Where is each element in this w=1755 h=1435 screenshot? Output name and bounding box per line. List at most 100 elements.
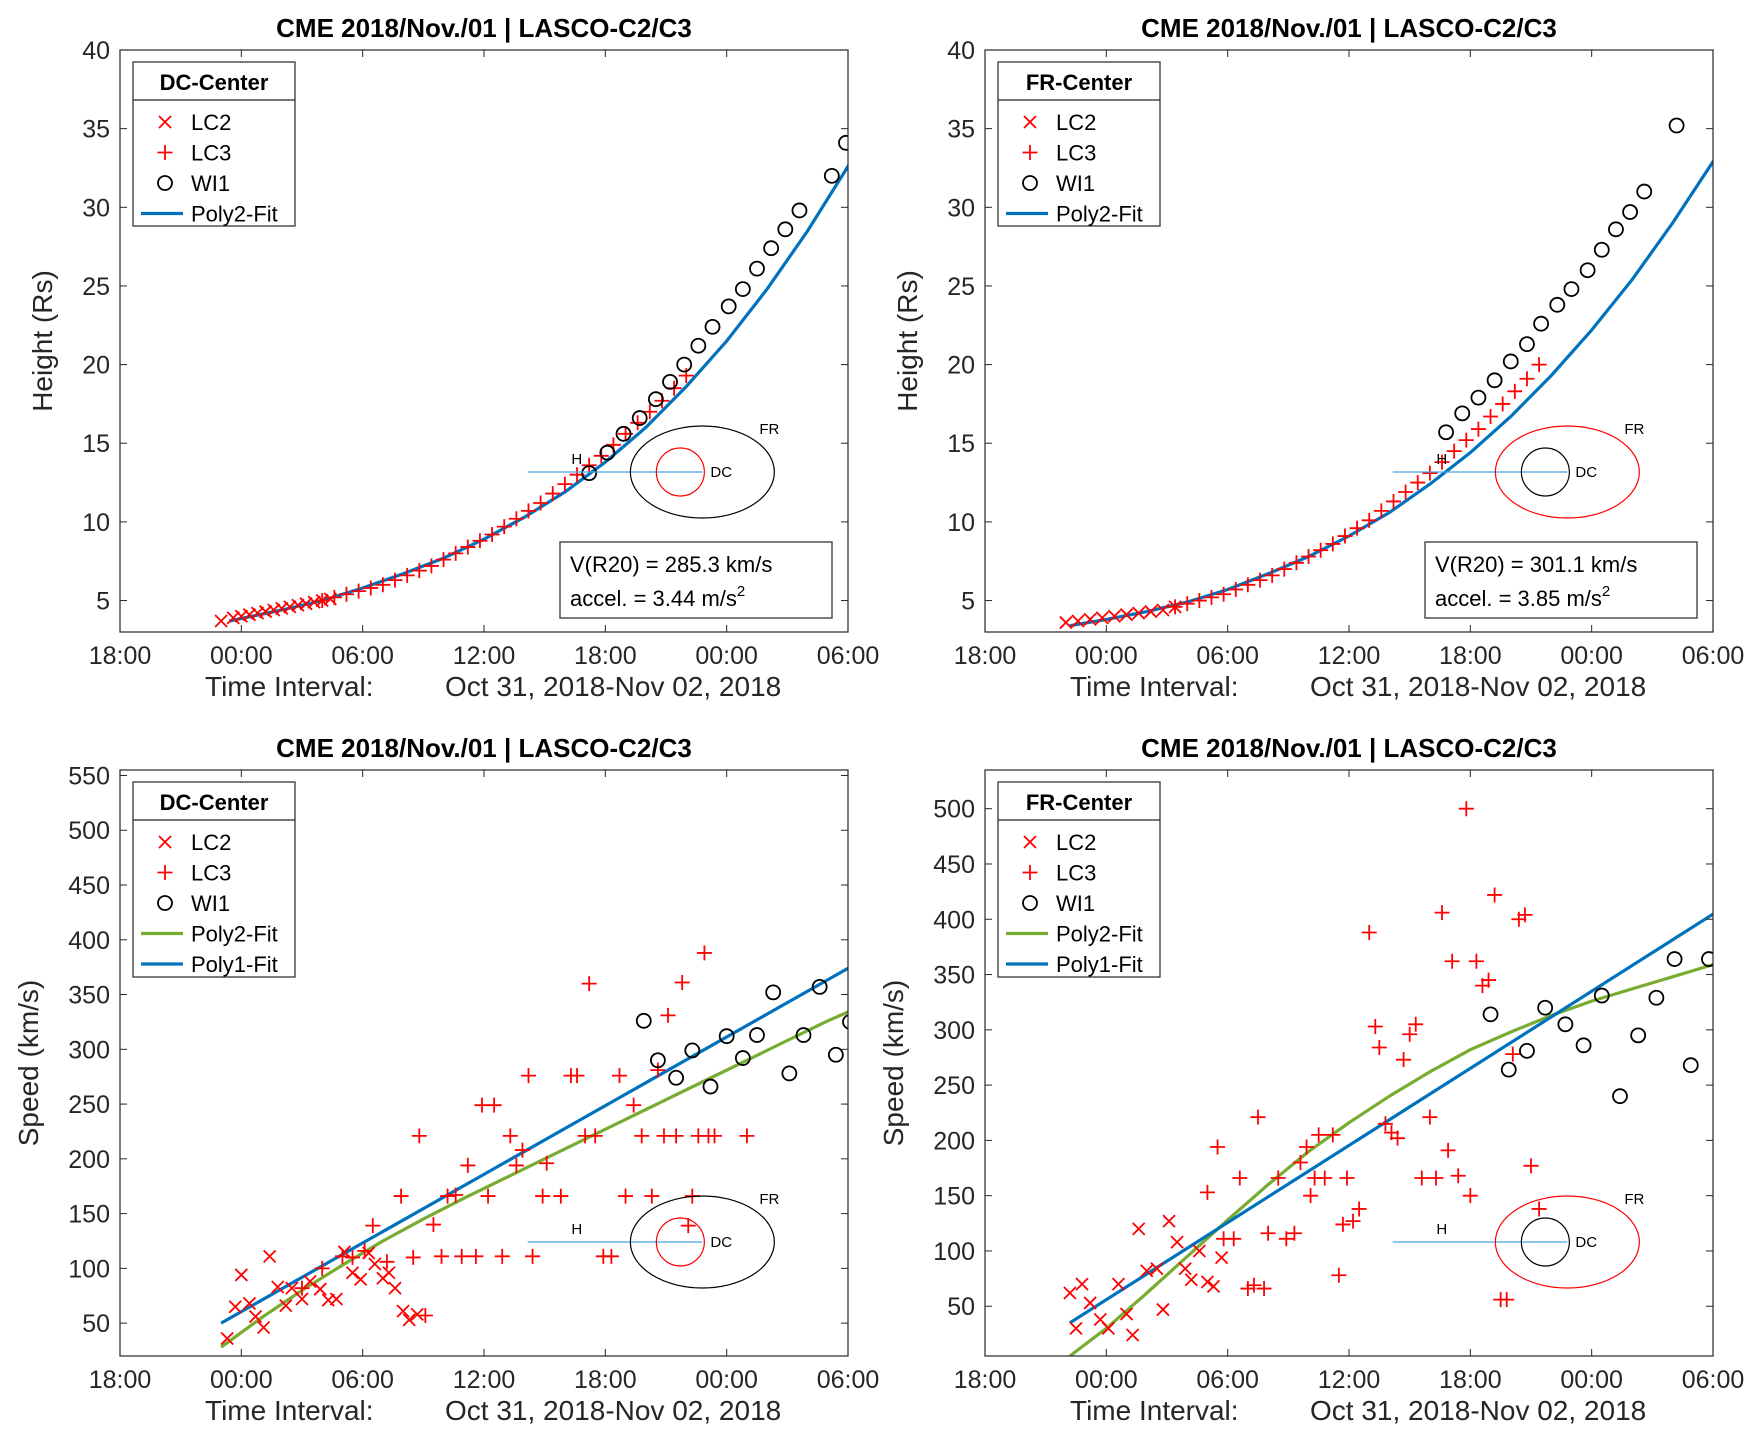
time-interval-value: Oct 31, 2018-Nov 02, 2018 (1310, 1395, 1646, 1426)
point-lc2 (396, 1304, 410, 1318)
point-lc3 (1228, 582, 1244, 598)
point-lc3 (1361, 512, 1377, 528)
point-wi1 (704, 318, 721, 335)
legend-box (997, 781, 1161, 978)
legend-title: DC-Center (160, 70, 269, 95)
cme-schematic: H DC FR (527, 1191, 780, 1289)
point-lc3 (345, 1249, 361, 1265)
y-axis-label: Speed (km/s) (13, 980, 44, 1147)
point-lc2 (388, 1281, 402, 1295)
x-tick-label: 00:00 (1560, 1366, 1623, 1394)
point-lc2 (313, 1282, 327, 1296)
point-lc3 (1325, 1127, 1341, 1143)
point-lc2 (228, 1300, 242, 1314)
driver-circle (655, 1217, 705, 1267)
point-lc2 (402, 1313, 416, 1327)
point-lc3 (650, 1062, 666, 1078)
legend-marker-wi1 (157, 895, 173, 911)
point-wi1 (1537, 999, 1554, 1016)
point-lc3 (411, 1128, 427, 1144)
y-tick-label: 15 (82, 430, 110, 458)
point-lc3 (1408, 1016, 1424, 1032)
x-tick-label: 18:00 (574, 642, 637, 670)
point-wi1 (791, 202, 808, 219)
point-lc3 (460, 1157, 476, 1173)
point-wi1 (647, 391, 664, 408)
legend-entry-lc2: LC2 (191, 830, 231, 855)
point-lc3 (363, 580, 379, 596)
point-lc3 (569, 1068, 585, 1084)
point-lc3 (1301, 548, 1317, 564)
point-lc2 (329, 1292, 344, 1306)
y-tick-label: 15 (947, 430, 975, 458)
point-lc3 (525, 1248, 541, 1264)
y-tick-label: 25 (947, 273, 975, 301)
point-lc3 (1483, 409, 1499, 425)
point-wi1 (1579, 262, 1596, 279)
point-lc3 (440, 1188, 456, 1204)
chart-title: CME 2018/Nov./01 | LASCO-C2/C3 (276, 13, 692, 43)
point-lc3 (1278, 1231, 1294, 1247)
point-wi1 (795, 1027, 812, 1043)
point-lc3 (696, 945, 712, 961)
point-lc3 (357, 1243, 373, 1259)
point-lc2 (1059, 615, 1073, 630)
point-wi1 (684, 1042, 701, 1059)
acceleration: accel. = 3.85 m/s2 (1435, 583, 1610, 611)
point-wi1 (1533, 315, 1550, 332)
y-tick-label: 25 (82, 273, 110, 301)
x-tick-label: 06:00 (817, 642, 880, 670)
legend-marker-wi1 (1022, 895, 1038, 911)
legend-entry-wi1: WI1 (191, 891, 230, 916)
legend-marker-lc2 (158, 115, 172, 129)
point-wi1 (765, 984, 782, 1001)
point-wi1 (867, 87, 881, 101)
annotation-box (1424, 541, 1698, 619)
point-lc2 (279, 1298, 293, 1313)
point-wi1 (1608, 221, 1624, 238)
point-lc3 (1458, 432, 1474, 448)
point-wi1 (763, 240, 780, 257)
point-wi1 (718, 1028, 735, 1045)
point-lc3 (1335, 1216, 1351, 1232)
point-lc3 (1167, 599, 1183, 615)
y-axis-label: Height (Rs) (27, 270, 58, 412)
y-tick-label: 200 (933, 1127, 975, 1155)
point-lc3 (508, 1157, 524, 1173)
legend: FR-Center LC2 LC3 WI1 Poly2-Fit Poly1-Fit (997, 781, 1161, 978)
point-lc3 (1260, 1225, 1276, 1241)
point-wi1 (1736, 963, 1750, 977)
point-lc3 (1531, 357, 1547, 373)
legend-marker-lc3 (1022, 865, 1038, 880)
point-lc3 (1373, 503, 1389, 519)
point-lc3 (1495, 396, 1511, 412)
point-lc3 (434, 1248, 450, 1264)
x-tick-label: 18:00 (954, 1366, 1017, 1394)
point-wi1 (1575, 1037, 1592, 1054)
chart-title: CME 2018/Nov./01 | LASCO-C2/C3 (1141, 733, 1557, 763)
point-lc3 (460, 539, 476, 555)
y-tick-label: 400 (933, 906, 975, 934)
label-h: H (571, 1221, 582, 1238)
y-tick-label: 10 (82, 509, 110, 537)
point-lc3 (1444, 953, 1460, 969)
point-lc3 (1517, 907, 1533, 923)
point-lc3 (1349, 520, 1365, 536)
point-wi1 (873, 779, 887, 793)
flux-rope-ellipse (1494, 425, 1640, 519)
legend-entry-lc2: LC2 (1056, 110, 1096, 135)
point-lc3 (1519, 371, 1535, 387)
point-wi1 (916, 1026, 930, 1040)
x-tick-label: 06:00 (331, 642, 394, 670)
point-lc3 (1531, 1201, 1547, 1217)
time-interval-label: Time Interval: (1070, 671, 1239, 702)
y-tick-label: 30 (82, 194, 110, 222)
x-tick-label: 00:00 (1075, 642, 1138, 670)
point-wi1 (838, 134, 848, 151)
point-lc2 (250, 606, 265, 620)
point-lc2 (1125, 1328, 1140, 1342)
point-wi1 (1549, 296, 1566, 313)
point-lc3 (1402, 1026, 1418, 1042)
point-lc2 (354, 1272, 368, 1286)
